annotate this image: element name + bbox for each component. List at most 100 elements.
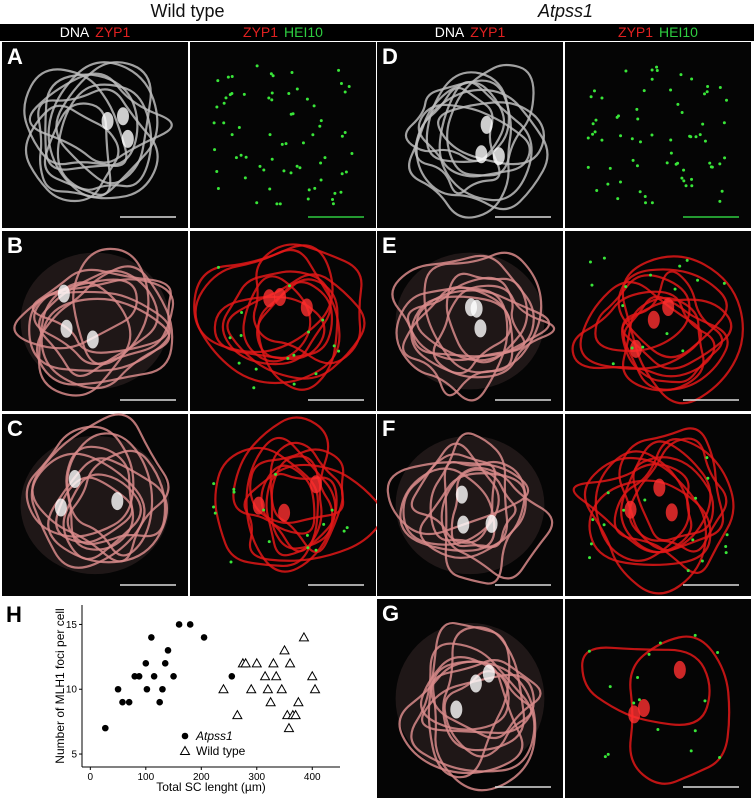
x-tick-label: 0 <box>88 772 94 783</box>
focus <box>643 498 647 502</box>
focus <box>228 93 232 97</box>
focus <box>301 141 305 145</box>
channel-label: ZYP1 <box>95 24 131 40</box>
data-point <box>143 685 151 693</box>
focus <box>340 134 344 138</box>
focus <box>330 508 334 512</box>
chromosome-trace <box>621 270 724 384</box>
focus <box>624 69 628 73</box>
channel-label: HEI10 <box>284 24 323 40</box>
chromosome-trace <box>632 456 715 542</box>
bright-spot <box>300 298 313 317</box>
focus <box>680 110 684 114</box>
focus <box>237 126 241 130</box>
focus <box>337 349 341 353</box>
focus <box>222 101 226 105</box>
chromosome-trace <box>410 295 512 375</box>
focus <box>213 148 217 152</box>
chromosome-trace <box>618 427 725 552</box>
focus <box>603 755 607 759</box>
channel-labels: ZYP1 HEI10 <box>565 24 751 41</box>
focus <box>590 283 594 287</box>
focus <box>650 201 654 205</box>
focus <box>682 168 686 172</box>
focus <box>322 522 326 526</box>
focus <box>311 133 315 137</box>
focus <box>271 74 275 78</box>
legend-marker <box>179 745 191 755</box>
focus <box>637 698 641 702</box>
focus <box>212 482 216 486</box>
focus <box>228 336 232 340</box>
focus <box>292 353 296 357</box>
micrograph-content <box>391 251 556 402</box>
focus <box>213 511 217 515</box>
focus <box>690 177 694 181</box>
focus <box>624 285 628 289</box>
focus <box>681 349 685 353</box>
focus <box>669 138 673 142</box>
chromosome-trace <box>28 72 173 164</box>
bright-spot <box>482 664 495 683</box>
focus <box>725 533 729 537</box>
micrograph <box>190 231 376 411</box>
focus <box>258 164 262 168</box>
chromosome-trace <box>572 463 693 554</box>
chromosome-trace <box>427 621 511 779</box>
bright-spot <box>68 470 81 489</box>
data-point <box>306 670 318 681</box>
focus <box>234 156 238 160</box>
focus <box>606 491 610 495</box>
channel-label: DNA <box>59 24 90 40</box>
bright-spot <box>101 111 114 130</box>
focus <box>689 749 693 753</box>
focus <box>252 386 256 390</box>
micrograph <box>565 599 751 798</box>
chromosome-trace <box>221 270 332 366</box>
focus <box>255 64 259 68</box>
focus <box>314 548 318 552</box>
focus <box>606 182 610 186</box>
focus <box>270 98 274 102</box>
chromosome-trace <box>437 101 545 166</box>
data-point <box>290 709 301 720</box>
focus <box>290 71 294 75</box>
bright-spot <box>624 500 637 519</box>
focus <box>693 633 697 637</box>
bright-spot <box>274 287 287 306</box>
focus <box>723 156 727 160</box>
data-point <box>156 698 163 706</box>
focus <box>689 135 693 139</box>
chromosome-trace <box>269 441 344 554</box>
chromosome-trace <box>415 88 549 211</box>
focus <box>347 85 351 89</box>
focus <box>282 169 286 173</box>
data-point <box>218 683 229 694</box>
focus <box>291 112 295 116</box>
focus <box>289 171 293 175</box>
panel-letter: E <box>382 233 397 258</box>
panel-letter: F <box>382 416 395 441</box>
focus <box>658 641 662 645</box>
focus <box>665 161 669 165</box>
focus <box>237 361 241 365</box>
chromosome-trace <box>242 275 312 363</box>
micrograph-content <box>572 427 739 595</box>
focus <box>240 311 244 315</box>
focus <box>696 278 700 282</box>
legend-label: Atpss1 <box>195 729 233 743</box>
bright-spot <box>475 145 488 164</box>
focus <box>593 130 597 134</box>
data-point <box>232 709 243 720</box>
focus <box>331 202 335 206</box>
micrograph-content <box>395 621 551 792</box>
focus <box>631 158 635 162</box>
focus <box>655 68 659 72</box>
chromosome-trace <box>450 468 517 548</box>
focus <box>591 518 595 522</box>
focus <box>720 189 724 193</box>
chromosome-trace <box>410 642 536 773</box>
chromosome-trace <box>23 68 128 167</box>
data-point <box>293 696 304 707</box>
focus <box>685 258 689 262</box>
